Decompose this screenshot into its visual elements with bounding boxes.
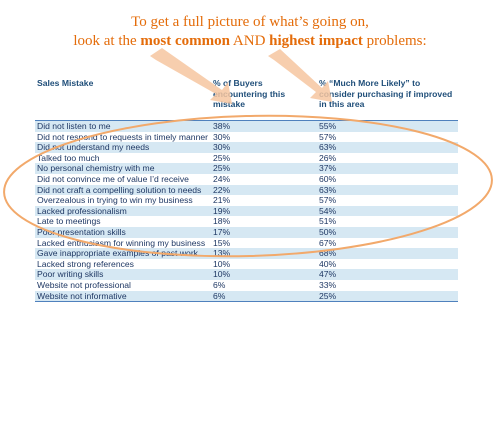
table-row: Website not informative 6% 25% <box>35 290 458 303</box>
cell-pct-buyers: 30% <box>211 142 317 153</box>
table-row: Did not listen to me 38% 55% <box>35 120 458 132</box>
cell-sales-mistake: Did not listen to me <box>35 120 211 132</box>
cell-pct-buyers: 15% <box>211 237 317 249</box>
cell-pct-likely: 67% <box>317 237 458 249</box>
header-pct-likely: % “Much More Likely” to consider purchas… <box>317 76 458 121</box>
table-body: Did not listen to me 38% 55% Did not respon… <box>35 120 458 303</box>
cell-pct-likely: 51% <box>317 216 458 227</box>
cell-sales-mistake: Did not craft a compelling solution to n… <box>35 184 211 196</box>
table-row: Lacked professionalism 19% 54% <box>35 205 458 217</box>
cell-pct-buyers: 25% <box>211 152 317 164</box>
cell-pct-buyers: 21% <box>211 195 317 206</box>
headline-suffix: problems: <box>362 33 427 49</box>
cell-sales-mistake: Lacked enthusiasm for winning my busines… <box>35 237 211 249</box>
cell-pct-buyers: 30% <box>211 131 317 143</box>
cell-pct-likely: 54% <box>317 205 458 217</box>
cell-sales-mistake: No personal chemistry with me <box>35 163 211 174</box>
headline-line-1: To get a full picture of what’s going on… <box>131 14 369 30</box>
header-sales-mistake: Sales Mistake <box>35 76 211 121</box>
cell-sales-mistake: Lacked professionalism <box>35 205 211 217</box>
cell-sales-mistake: Poor presentation skills <box>35 226 211 238</box>
cell-sales-mistake: Lacked strong references <box>35 258 211 270</box>
cell-pct-buyers: 10% <box>211 258 317 270</box>
cell-pct-likely: 57% <box>317 195 458 206</box>
headline-emphasis-impact: highest impact <box>269 33 363 49</box>
cell-pct-likely: 25% <box>317 290 458 303</box>
table-row: Did not craft a compelling solution to n… <box>35 184 458 196</box>
table-header-row: Sales Mistake % of Buyers encountering t… <box>35 76 458 121</box>
table-row: Lacked enthusiasm for winning my busines… <box>35 237 458 249</box>
cell-pct-likely: 60% <box>317 173 458 185</box>
cell-pct-buyers: 13% <box>211 248 317 259</box>
headline-connector: AND <box>229 33 270 49</box>
headline-prefix: look at the <box>73 33 141 49</box>
cell-sales-mistake: Did not convince me of value I’d receive <box>35 173 211 185</box>
cell-pct-buyers: 25% <box>211 163 317 174</box>
cell-pct-likely: 40% <box>317 258 458 270</box>
cell-pct-likely: 63% <box>317 142 458 153</box>
table-row: Late to meetings 18% 51% <box>35 216 458 227</box>
table-row: Overzealous in trying to win my business… <box>35 195 458 206</box>
cell-pct-buyers: 10% <box>211 269 317 280</box>
table-row: Gave inappropriate examples of past work… <box>35 248 458 259</box>
sales-mistakes-table-container: Sales Mistake % of Buyers encountering t… <box>35 76 458 303</box>
cell-sales-mistake: Website not professional <box>35 279 211 291</box>
cell-sales-mistake: Gave inappropriate examples of past work <box>35 248 211 259</box>
cell-sales-mistake: Overzealous in trying to win my business <box>35 195 211 206</box>
cell-sales-mistake: Did not respond to requests in timely ma… <box>35 131 211 143</box>
cell-pct-buyers: 17% <box>211 226 317 238</box>
headline: To get a full picture of what’s going on… <box>0 13 500 51</box>
cell-sales-mistake: Talked too much <box>35 152 211 164</box>
cell-pct-buyers: 19% <box>211 205 317 217</box>
cell-pct-likely: 57% <box>317 131 458 143</box>
table-row: Lacked strong references 10% 40% <box>35 258 458 270</box>
table-row: Did not respond to requests in timely ma… <box>35 131 458 143</box>
table-row: Website not professional 6% 33% <box>35 279 458 291</box>
cell-pct-likely: 55% <box>317 120 458 132</box>
cell-sales-mistake: Did not understand my needs <box>35 142 211 153</box>
cell-pct-likely: 47% <box>317 269 458 280</box>
cell-pct-likely: 33% <box>317 279 458 291</box>
cell-pct-buyers: 18% <box>211 216 317 227</box>
cell-pct-buyers: 24% <box>211 173 317 185</box>
cell-pct-likely: 63% <box>317 184 458 196</box>
cell-sales-mistake: Poor writing skills <box>35 269 211 280</box>
sales-mistakes-table: Sales Mistake % of Buyers encountering t… <box>35 76 458 303</box>
table-row: Poor presentation skills 17% 50% <box>35 226 458 238</box>
cell-sales-mistake: Website not informative <box>35 290 211 303</box>
table-row: Did not understand my needs 30% 63% <box>35 142 458 153</box>
cell-pct-likely: 26% <box>317 152 458 164</box>
table-row: No personal chemistry with me 25% 37% <box>35 163 458 174</box>
cell-pct-likely: 50% <box>317 226 458 238</box>
table-row: Talked too much 25% 26% <box>35 152 458 164</box>
cell-pct-buyers: 38% <box>211 120 317 132</box>
cell-pct-likely: 37% <box>317 163 458 174</box>
cell-sales-mistake: Late to meetings <box>35 216 211 227</box>
headline-line-2: look at the most common AND highest impa… <box>0 32 500 51</box>
cell-pct-buyers: 6% <box>211 290 317 303</box>
cell-pct-buyers: 6% <box>211 279 317 291</box>
table-row: Poor writing skills 10% 47% <box>35 269 458 280</box>
cell-pct-likely: 68% <box>317 248 458 259</box>
table-row: Did not convince me of value I’d receive… <box>35 173 458 185</box>
cell-pct-buyers: 22% <box>211 184 317 196</box>
headline-emphasis-common: most common <box>140 33 230 49</box>
header-pct-buyers: % of Buyers encountering this mistake <box>211 76 317 121</box>
